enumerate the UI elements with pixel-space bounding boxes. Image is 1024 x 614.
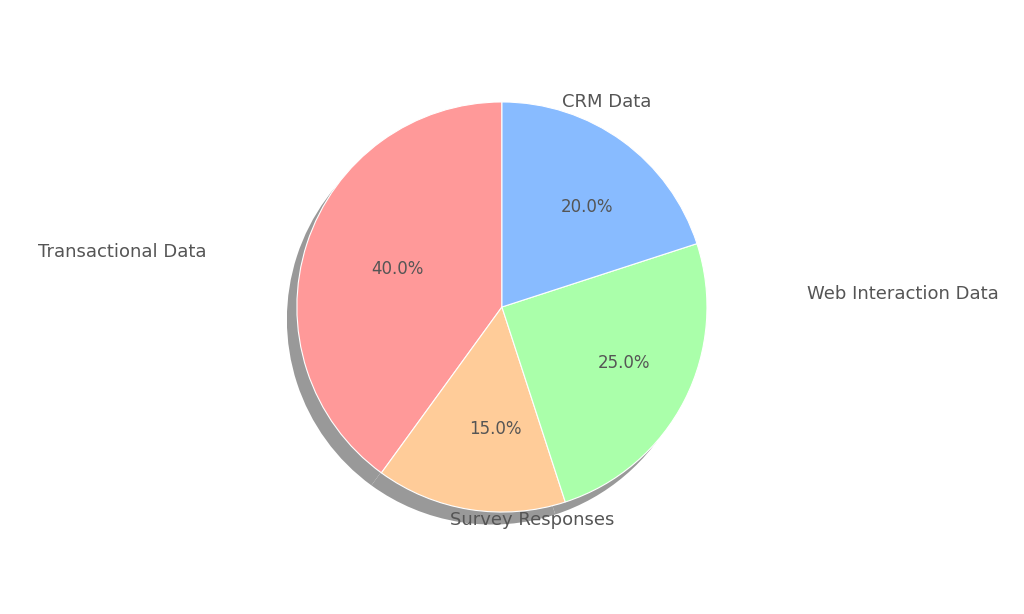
Text: 25.0%: 25.0%	[598, 354, 650, 372]
Text: 40.0%: 40.0%	[372, 260, 424, 278]
Text: Transactional Data: Transactional Data	[38, 243, 207, 261]
Text: Web Interaction Data: Web Interaction Data	[807, 286, 998, 303]
Wedge shape	[287, 114, 492, 486]
Wedge shape	[492, 256, 697, 515]
Wedge shape	[502, 102, 697, 307]
Wedge shape	[372, 319, 555, 524]
Wedge shape	[297, 102, 502, 473]
Text: 20.0%: 20.0%	[560, 198, 613, 217]
Text: 15.0%: 15.0%	[469, 419, 521, 438]
Text: CRM Data: CRM Data	[562, 93, 651, 111]
Wedge shape	[492, 114, 687, 319]
Text: Survey Responses: Survey Responses	[450, 510, 614, 529]
Wedge shape	[381, 307, 565, 512]
Wedge shape	[502, 244, 707, 502]
